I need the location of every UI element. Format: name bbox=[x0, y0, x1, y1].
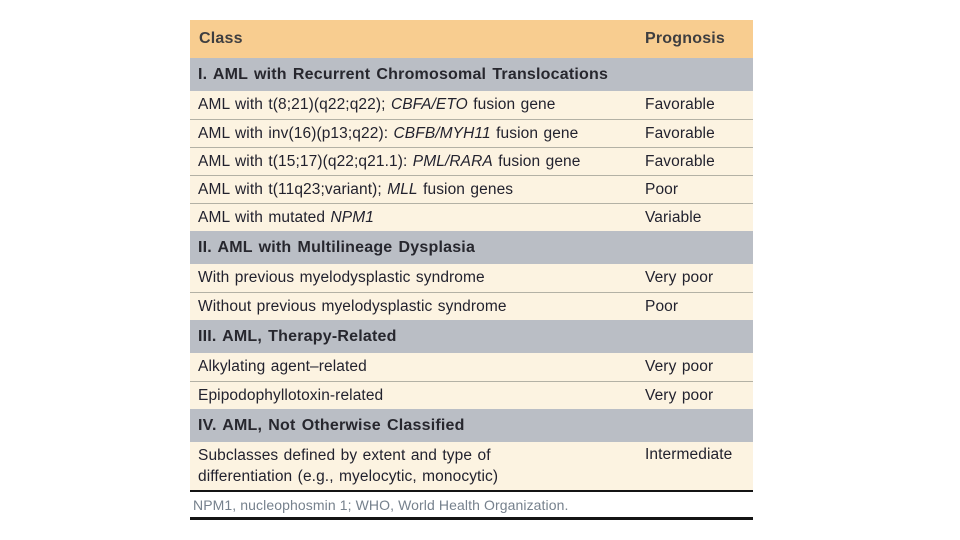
section-header-3: III. AML, Therapy-Related bbox=[190, 320, 753, 353]
class-text: AML with inv(16)(p13;q22): bbox=[198, 124, 394, 142]
table-row: AML with t(11q23;variant); MLL fusion ge… bbox=[190, 175, 753, 203]
prognosis-cell: Intermediate bbox=[645, 446, 733, 463]
class-cell: Without previous myelodysplastic syndrom… bbox=[190, 298, 645, 316]
class-text: Alkylating agent–related bbox=[198, 358, 367, 375]
table-row: Without previous myelodysplastic syndrom… bbox=[190, 292, 753, 320]
class-cell: AML with t(8;21)(q22;q22); CBFA/ETO fusi… bbox=[190, 96, 645, 114]
gene-name: MLL bbox=[387, 180, 418, 198]
footnote-text: NPM1, nucleophosmin 1; WHO, World Health… bbox=[193, 496, 569, 513]
class-cell: AML with t(15;17)(q22;q21.1): PML/RARA f… bbox=[190, 153, 645, 171]
prognosis-cell: Favorable bbox=[645, 96, 715, 113]
class-cell: With previous myelodysplastic syndrome bbox=[190, 269, 645, 287]
prognosis-cell: Poor bbox=[645, 180, 679, 198]
column-header-class: Class bbox=[199, 30, 243, 47]
class-text: With previous myelodysplastic syndrome bbox=[198, 269, 485, 286]
class-text: AML with mutated bbox=[198, 208, 331, 226]
class-cell: Alkylating agent–related bbox=[190, 358, 645, 376]
class-text: AML with t(8;21)(q22;q22); bbox=[198, 96, 391, 113]
table-footnote: NPM1, nucleophosmin 1; WHO, World Health… bbox=[190, 490, 753, 520]
prognosis-cell: Favorable bbox=[645, 124, 715, 142]
prognosis-cell: Poor bbox=[645, 297, 679, 315]
prognosis-cell: Very poor bbox=[645, 386, 714, 404]
aml-classification-table: Class Prognosis I. AML with Recurrent Ch… bbox=[190, 20, 753, 520]
class-text-after: fusion gene bbox=[490, 124, 579, 142]
section-header-4: IV. AML, Not Otherwise Classified bbox=[190, 409, 753, 442]
class-cell: Epipodophyllotoxin-related bbox=[190, 387, 645, 405]
gene-name: PML/RARA bbox=[412, 152, 493, 170]
table-row: AML with inv(16)(p13;q22): CBFB/MYH11 fu… bbox=[190, 119, 753, 147]
prognosis-cell: Very poor bbox=[645, 358, 714, 375]
table-row: Subclasses defined by extent and type of… bbox=[190, 442, 753, 490]
table-row: Epipodophyllotoxin-related Very poor bbox=[190, 381, 753, 409]
table-row: With previous myelodysplastic syndrome V… bbox=[190, 264, 753, 292]
prognosis-cell: Very poor bbox=[645, 269, 714, 286]
column-header-prognosis: Prognosis bbox=[645, 30, 726, 47]
class-text-after: fusion gene bbox=[467, 96, 556, 113]
table-row: AML with t(15;17)(q22;q21.1): PML/RARA f… bbox=[190, 147, 753, 175]
gene-name: CBFB/MYH11 bbox=[393, 124, 491, 142]
class-cell: AML with mutated NPM1 bbox=[190, 209, 645, 227]
gene-name: NPM1 bbox=[330, 208, 374, 226]
class-text-after: fusion genes bbox=[417, 180, 514, 198]
prognosis-cell: Favorable bbox=[645, 152, 715, 170]
class-cell: Subclasses defined by extent and type of… bbox=[190, 445, 645, 487]
class-cell: AML with t(11q23;variant); MLL fusion ge… bbox=[190, 181, 645, 199]
class-text-after: fusion gene bbox=[492, 152, 581, 170]
class-text-line2: differentiation (e.g., myelocytic, monoc… bbox=[198, 468, 499, 485]
class-text: Without previous myelodysplastic syndrom… bbox=[198, 297, 507, 315]
table-row: AML with t(8;21)(q22;q22); CBFA/ETO fusi… bbox=[190, 91, 753, 119]
prognosis-cell: Variable bbox=[645, 208, 702, 226]
class-text: AML with t(11q23;variant); bbox=[198, 180, 388, 198]
table-row: Alkylating agent–related Very poor bbox=[190, 353, 753, 381]
table-header-row: Class Prognosis bbox=[190, 20, 753, 58]
class-text-line1: Subclasses defined by extent and type of bbox=[198, 447, 491, 464]
section-header-2: II. AML with Multilineage Dysplasia bbox=[190, 231, 753, 264]
section-header-1: I. AML with Recurrent Chromosomal Transl… bbox=[190, 58, 753, 91]
table-row: AML with mutated NPM1 Variable bbox=[190, 203, 753, 231]
class-cell: AML with inv(16)(p13;q22): CBFB/MYH11 fu… bbox=[190, 125, 645, 143]
class-text: Epipodophyllotoxin-related bbox=[198, 386, 384, 404]
gene-name: CBFA/ETO bbox=[390, 96, 468, 113]
class-text: AML with t(15;17)(q22;q21.1): bbox=[198, 152, 413, 170]
